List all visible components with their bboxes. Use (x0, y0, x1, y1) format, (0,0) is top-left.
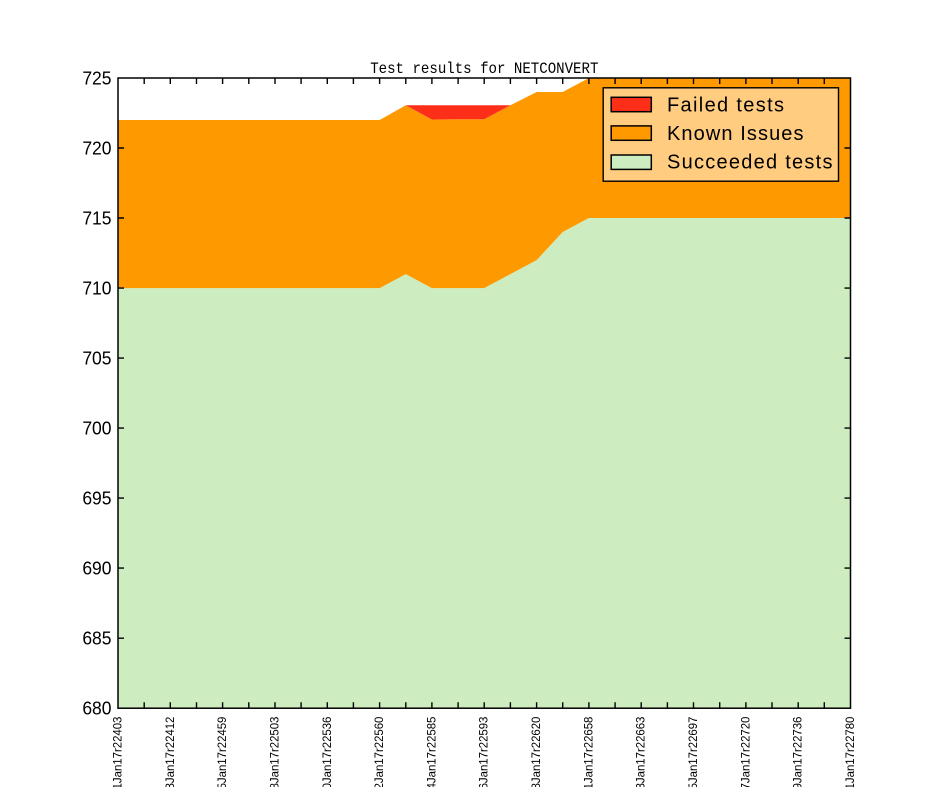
svg-text:23Jan17r22663: 23Jan17r22663 (633, 716, 648, 787)
svg-text:725: 725 (82, 68, 111, 89)
svg-text:12Jan17r22560: 12Jan17r22560 (372, 716, 387, 787)
svg-text:Failed tests: Failed tests (667, 95, 784, 117)
svg-text:690: 690 (82, 558, 111, 579)
svg-text:720: 720 (82, 138, 111, 159)
svg-text:695: 695 (82, 488, 111, 509)
svg-text:16Jan17r22593: 16Jan17r22593 (476, 716, 491, 787)
svg-text:710: 710 (82, 278, 111, 299)
svg-text:05Jan17r22459: 05Jan17r22459 (215, 716, 230, 787)
svg-text:18Jan17r22620: 18Jan17r22620 (529, 716, 544, 787)
svg-text:21Jan17r22658: 21Jan17r22658 (581, 716, 596, 787)
svg-text:01Jan17r22403: 01Jan17r22403 (110, 716, 125, 787)
svg-text:680: 680 (82, 698, 111, 719)
svg-text:700: 700 (82, 418, 111, 439)
svg-text:25Jan17r22697: 25Jan17r22697 (686, 716, 701, 787)
svg-text:03Jan17r22412: 03Jan17r22412 (162, 716, 177, 787)
svg-text:27Jan17r22720: 27Jan17r22720 (738, 716, 753, 787)
svg-text:31Jan17r22780: 31Jan17r22780 (843, 716, 858, 787)
svg-text:Test results for NETCONVERT: Test results for NETCONVERT (370, 61, 598, 78)
svg-text:Known Issues: Known Issues (667, 123, 804, 145)
svg-text:14Jan17r22585: 14Jan17r22585 (424, 716, 439, 787)
svg-text:08Jan17r22503: 08Jan17r22503 (267, 716, 282, 787)
svg-text:685: 685 (82, 628, 111, 649)
svg-text:29Jan17r22736: 29Jan17r22736 (790, 716, 805, 787)
svg-text:705: 705 (82, 348, 111, 369)
svg-text:715: 715 (82, 208, 111, 229)
svg-text:Succeeded tests: Succeeded tests (667, 151, 833, 173)
svg-text:10Jan17r22536: 10Jan17r22536 (319, 716, 334, 787)
